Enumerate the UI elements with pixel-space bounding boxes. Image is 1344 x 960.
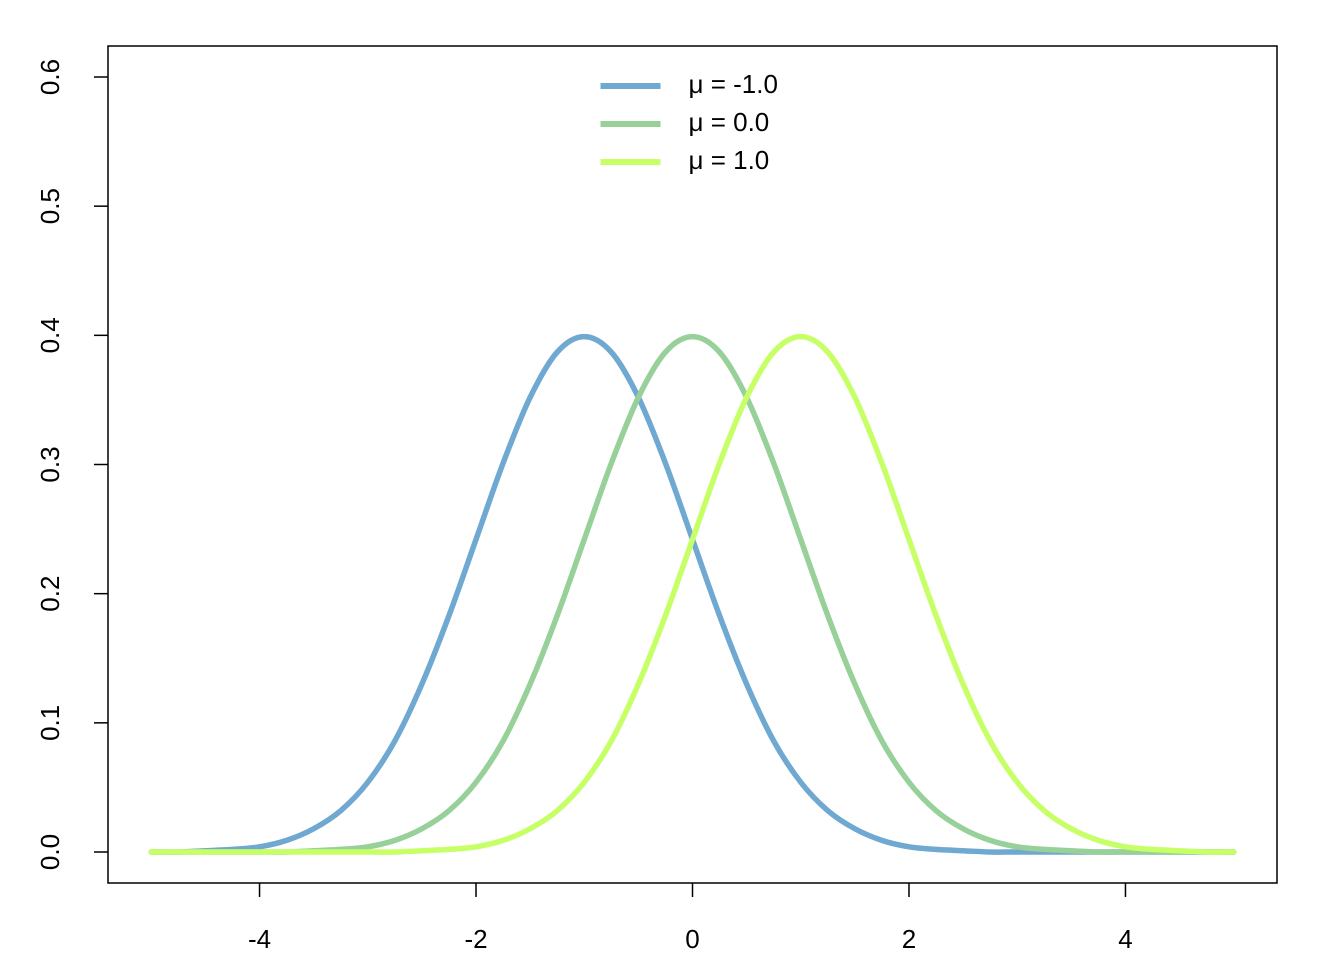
x-tick-label: -2 bbox=[464, 924, 487, 954]
legend-label: μ = 1.0 bbox=[689, 145, 770, 175]
x-tick-label: 4 bbox=[1118, 924, 1132, 954]
y-tick-label: 0.5 bbox=[35, 188, 65, 224]
legend-label: μ = 0.0 bbox=[689, 107, 770, 137]
y-tick-label: 0.3 bbox=[35, 446, 65, 482]
y-tick-label: 0.2 bbox=[35, 576, 65, 612]
x-tick-label: 0 bbox=[685, 924, 699, 954]
y-tick-label: 0.1 bbox=[35, 705, 65, 741]
x-tick-label: 2 bbox=[902, 924, 916, 954]
y-tick-label: 0.0 bbox=[35, 834, 65, 870]
legend-label: μ = -1.0 bbox=[689, 69, 778, 99]
series-line bbox=[148, 333, 1237, 855]
x-tick-label: -4 bbox=[248, 924, 271, 954]
y-tick-label: 0.6 bbox=[35, 59, 65, 95]
series-line bbox=[148, 333, 1237, 855]
series-line bbox=[148, 333, 1237, 855]
y-tick-label: 0.4 bbox=[35, 317, 65, 353]
